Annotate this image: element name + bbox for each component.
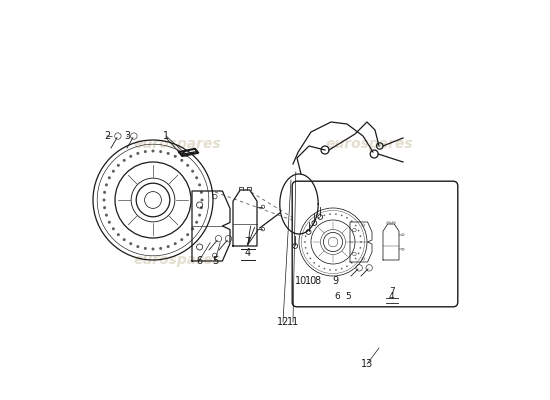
Text: 4: 4 — [389, 292, 394, 301]
Circle shape — [123, 159, 126, 162]
Circle shape — [341, 214, 343, 216]
Circle shape — [198, 183, 201, 186]
Text: 1: 1 — [163, 131, 169, 141]
Text: 8: 8 — [314, 276, 320, 286]
Text: 13: 13 — [361, 359, 373, 369]
Circle shape — [341, 268, 343, 270]
Circle shape — [144, 247, 147, 250]
Circle shape — [105, 183, 108, 186]
Circle shape — [136, 152, 139, 155]
Text: 5: 5 — [345, 292, 351, 301]
Text: eurospares: eurospares — [133, 137, 221, 151]
Circle shape — [167, 245, 169, 248]
Circle shape — [174, 242, 177, 245]
Circle shape — [360, 247, 361, 249]
Circle shape — [346, 217, 348, 219]
Circle shape — [103, 191, 106, 194]
Circle shape — [351, 262, 353, 264]
Circle shape — [306, 230, 308, 232]
Circle shape — [191, 227, 194, 230]
Circle shape — [191, 170, 194, 173]
Circle shape — [108, 221, 111, 224]
Circle shape — [335, 213, 337, 215]
Circle shape — [186, 233, 189, 236]
Circle shape — [103, 206, 106, 209]
Circle shape — [117, 233, 120, 236]
Text: 7: 7 — [389, 287, 395, 296]
Circle shape — [306, 252, 308, 254]
Text: 7: 7 — [245, 237, 251, 247]
Circle shape — [360, 235, 361, 237]
Circle shape — [329, 213, 331, 215]
Circle shape — [310, 225, 311, 226]
Circle shape — [200, 191, 203, 194]
Text: eurospares: eurospares — [325, 221, 413, 235]
Circle shape — [318, 217, 320, 219]
Text: eurospares: eurospares — [133, 253, 221, 267]
Circle shape — [360, 241, 362, 243]
Circle shape — [358, 252, 360, 254]
Text: 10: 10 — [295, 276, 307, 286]
Circle shape — [151, 150, 155, 152]
Text: 4: 4 — [245, 248, 251, 258]
Circle shape — [112, 170, 115, 173]
Text: 2: 2 — [104, 131, 110, 141]
Text: 3: 3 — [124, 131, 130, 141]
Circle shape — [323, 268, 325, 270]
Text: 11: 11 — [287, 317, 299, 327]
Circle shape — [323, 214, 325, 216]
Circle shape — [304, 241, 306, 243]
Circle shape — [108, 176, 111, 179]
Circle shape — [129, 242, 132, 245]
FancyBboxPatch shape — [292, 181, 458, 307]
Circle shape — [310, 258, 311, 259]
Circle shape — [167, 152, 169, 155]
Circle shape — [151, 248, 155, 250]
Circle shape — [305, 247, 306, 249]
Circle shape — [180, 238, 183, 241]
Circle shape — [159, 150, 162, 153]
Circle shape — [195, 221, 198, 224]
Text: 12: 12 — [277, 317, 289, 327]
Circle shape — [123, 238, 126, 241]
Circle shape — [186, 164, 189, 167]
Circle shape — [174, 155, 177, 158]
Circle shape — [129, 155, 132, 158]
Text: eurospares: eurospares — [325, 137, 413, 151]
Circle shape — [355, 258, 356, 259]
Circle shape — [159, 247, 162, 250]
Circle shape — [144, 150, 147, 153]
Circle shape — [200, 206, 203, 209]
Text: 5: 5 — [212, 256, 218, 266]
Circle shape — [335, 269, 337, 271]
Circle shape — [351, 220, 353, 222]
Circle shape — [358, 230, 360, 232]
Circle shape — [314, 220, 315, 222]
Circle shape — [314, 262, 315, 264]
Circle shape — [195, 176, 198, 179]
Circle shape — [329, 269, 331, 271]
Text: 9: 9 — [332, 276, 338, 286]
Circle shape — [355, 225, 356, 226]
Text: 6: 6 — [334, 292, 340, 301]
Circle shape — [318, 265, 320, 267]
Text: 6: 6 — [196, 256, 202, 266]
Circle shape — [117, 164, 120, 167]
Circle shape — [305, 235, 306, 237]
Circle shape — [180, 159, 183, 162]
Circle shape — [136, 245, 139, 248]
Circle shape — [102, 198, 106, 202]
Circle shape — [198, 214, 201, 217]
Text: 10: 10 — [305, 276, 317, 286]
Circle shape — [201, 198, 204, 202]
Circle shape — [112, 227, 115, 230]
Circle shape — [346, 265, 348, 267]
Circle shape — [105, 214, 108, 217]
